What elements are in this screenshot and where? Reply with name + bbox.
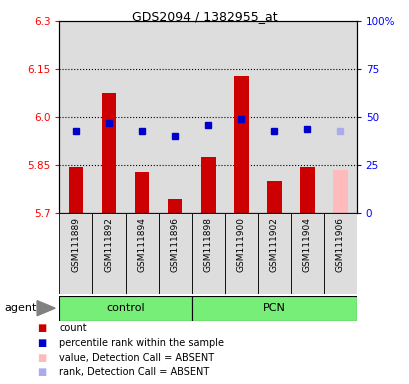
Bar xyxy=(59,296,191,321)
Text: rank, Detection Call = ABSENT: rank, Detection Call = ABSENT xyxy=(59,367,209,377)
Text: ■: ■ xyxy=(37,338,46,348)
Text: control: control xyxy=(106,303,144,313)
Text: GSM111906: GSM111906 xyxy=(335,217,344,272)
Bar xyxy=(266,181,281,213)
Text: ■: ■ xyxy=(37,353,46,362)
Bar xyxy=(323,21,356,213)
Bar xyxy=(59,21,92,213)
Text: GSM111892: GSM111892 xyxy=(104,217,113,272)
Text: agent: agent xyxy=(4,303,36,313)
Text: GSM111889: GSM111889 xyxy=(71,217,80,272)
Text: GSM111900: GSM111900 xyxy=(236,217,245,272)
Bar xyxy=(134,172,149,213)
Text: GSM111894: GSM111894 xyxy=(137,217,146,272)
Bar xyxy=(191,21,224,213)
Bar xyxy=(200,157,215,213)
Bar xyxy=(101,93,116,213)
Text: ■: ■ xyxy=(37,367,46,377)
Text: count: count xyxy=(59,323,87,333)
Bar xyxy=(257,21,290,213)
Bar xyxy=(191,213,224,294)
Bar xyxy=(59,213,92,294)
Text: GDS2094 / 1382955_at: GDS2094 / 1382955_at xyxy=(132,10,277,23)
Bar xyxy=(125,213,158,294)
Text: percentile rank within the sample: percentile rank within the sample xyxy=(59,338,224,348)
Bar xyxy=(290,213,323,294)
Text: GSM111898: GSM111898 xyxy=(203,217,212,272)
Text: GSM111896: GSM111896 xyxy=(170,217,179,272)
Bar xyxy=(68,167,83,213)
Bar xyxy=(92,213,125,294)
Bar xyxy=(224,21,257,213)
Bar xyxy=(167,199,182,213)
Text: GSM111902: GSM111902 xyxy=(269,217,278,272)
Text: ■: ■ xyxy=(37,323,46,333)
Bar xyxy=(332,170,347,213)
Bar xyxy=(158,21,191,213)
Text: PCN: PCN xyxy=(262,303,285,313)
Text: GSM111904: GSM111904 xyxy=(302,217,311,272)
Polygon shape xyxy=(37,301,55,316)
Bar xyxy=(92,21,125,213)
Bar xyxy=(290,21,323,213)
Bar xyxy=(158,213,191,294)
Bar xyxy=(299,167,314,213)
Bar xyxy=(191,296,356,321)
Bar xyxy=(257,213,290,294)
Text: value, Detection Call = ABSENT: value, Detection Call = ABSENT xyxy=(59,353,214,362)
Bar xyxy=(233,76,248,213)
Bar xyxy=(323,213,356,294)
Bar xyxy=(224,213,257,294)
Bar xyxy=(125,21,158,213)
